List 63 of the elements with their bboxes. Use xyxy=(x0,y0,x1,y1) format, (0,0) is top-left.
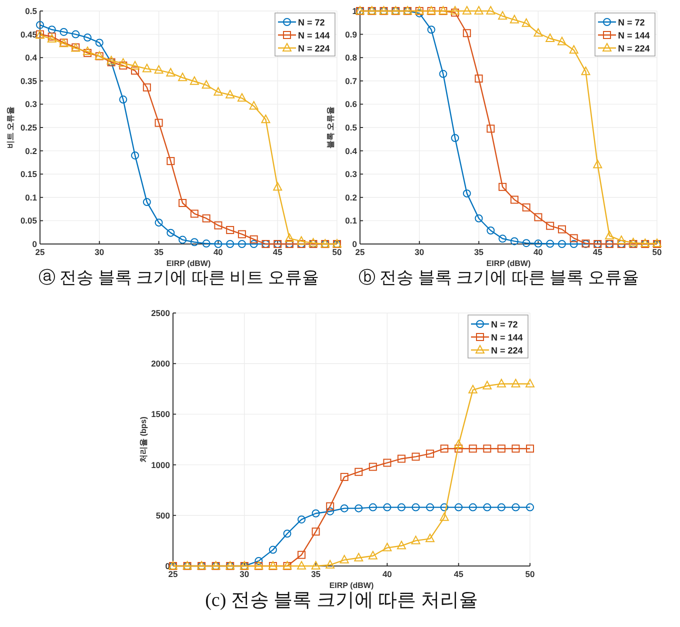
x-tick-label: 35 xyxy=(154,247,164,257)
x-tick-label: 25 xyxy=(355,247,365,257)
x-tick-label: 35 xyxy=(474,247,484,257)
legend-label: N = 224 xyxy=(298,44,330,54)
y-tick-label: 0.2 xyxy=(25,146,38,156)
legend-label: N = 72 xyxy=(298,18,325,28)
y-tick-label: 2000 xyxy=(151,358,170,369)
y-tick-label: 0.4 xyxy=(25,52,38,63)
x-tick-label: 35 xyxy=(311,569,321,579)
y-tick-label: 0.35 xyxy=(20,76,38,86)
y-tick-label: 0.3 xyxy=(345,169,358,180)
y-tick-label: 0.4 xyxy=(345,146,358,156)
x-axis-title: EIRP (dBW) xyxy=(329,581,374,590)
legend-label: N = 144 xyxy=(298,30,330,40)
text: ⓐ 전송 블록 크기에 따른 비트 오류율 xyxy=(38,268,319,287)
legend-label: N = 72 xyxy=(618,18,645,28)
x-tick-label: 30 xyxy=(414,247,424,257)
x-axis-title: EIRP (dBW) xyxy=(486,259,531,268)
y-tick-label: 0.5 xyxy=(25,6,38,16)
y-tick-label: 1000 xyxy=(151,460,170,470)
y-tick-label: 0.1 xyxy=(345,216,358,226)
y-tick-label: 0.6 xyxy=(345,99,358,110)
y-axis-title: 비트 오류율 xyxy=(6,106,15,149)
x-tick-label: 25 xyxy=(35,247,45,257)
x-tick-label: 25 xyxy=(168,569,178,579)
legend-label: N = 144 xyxy=(618,30,650,40)
y-tick-label: 0.9 xyxy=(345,29,358,40)
y-axis-title: 블록 오류율 xyxy=(326,106,335,149)
text: ⓑ 전송 블록 크기에 따른 블록 오류율 xyxy=(358,268,639,287)
x-tick-label: 45 xyxy=(592,247,603,257)
legend-label: N = 144 xyxy=(491,332,523,342)
x-tick-label: 30 xyxy=(94,247,104,257)
y-tick-label: 0.1 xyxy=(25,192,38,202)
legend-label: N = 224 xyxy=(618,44,650,54)
y-tick-label: 0.45 xyxy=(20,29,38,40)
x-tick-label: 40 xyxy=(533,247,544,257)
x-tick-label: 50 xyxy=(525,569,535,579)
y-tick-label: 0 xyxy=(32,239,38,249)
x-tick-label: 45 xyxy=(454,569,464,579)
y-axis-title: 처리율 (bps) xyxy=(139,416,148,462)
y-tick-label: 0.25 xyxy=(20,122,38,132)
x-tick-label: 50 xyxy=(652,247,662,257)
legend-label: N = 224 xyxy=(491,346,523,356)
y-tick-label: 0 xyxy=(352,239,358,249)
y-tick-label: 0.2 xyxy=(345,192,358,202)
x-tick-label: 30 xyxy=(240,569,250,579)
y-tick-label: 2500 xyxy=(151,308,170,318)
y-tick-label: 1500 xyxy=(151,409,170,420)
y-tick-label: 0.7 xyxy=(345,76,358,86)
x-axis-title: EIRP (dBW) xyxy=(166,259,211,268)
text: (c) 전송 블록 크기에 따른 처리율 xyxy=(205,590,478,611)
y-tick-label: 500 xyxy=(156,510,170,520)
y-tick-label: 0.15 xyxy=(20,169,38,180)
x-tick-label: 40 xyxy=(382,569,392,579)
legend-label: N = 72 xyxy=(491,320,518,330)
y-tick-label: 0.8 xyxy=(345,52,358,63)
y-tick-label: 0.5 xyxy=(345,122,358,132)
y-tick-label: 0.05 xyxy=(20,216,38,226)
x-tick-label: 40 xyxy=(213,247,224,257)
y-tick-label: 0.3 xyxy=(25,99,38,110)
x-tick-label: 50 xyxy=(332,247,342,257)
x-tick-label: 45 xyxy=(272,247,283,257)
y-tick-label: 1 xyxy=(352,6,358,16)
